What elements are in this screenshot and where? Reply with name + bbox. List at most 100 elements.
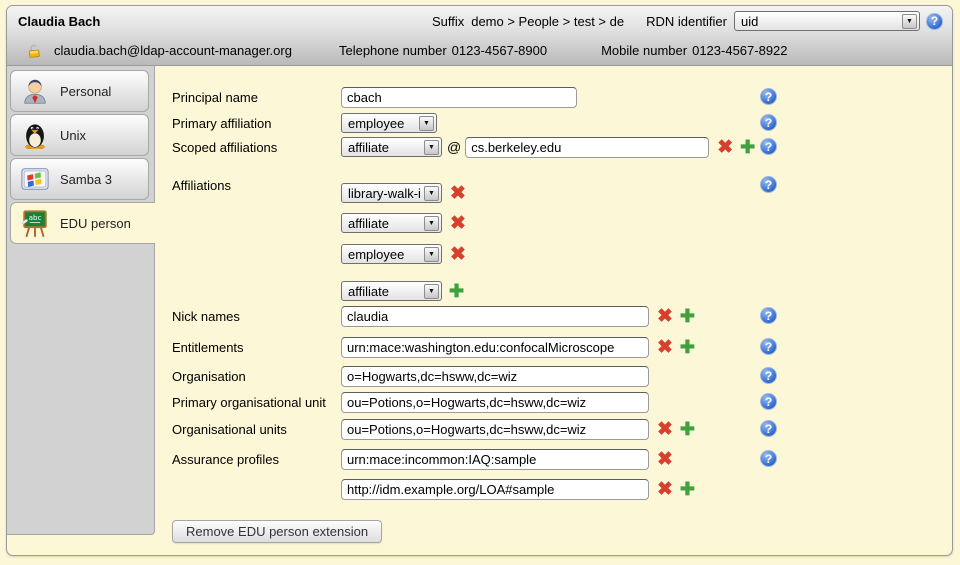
add-icon[interactable]: ✚ bbox=[740, 137, 756, 157]
primary-ou-input[interactable] bbox=[341, 392, 649, 413]
affiliations-row: Affiliations library-walk-in ▼ ✖ affilia… bbox=[172, 175, 802, 302]
remove-icon[interactable]: ✖ bbox=[717, 137, 734, 158]
tab-label: EDU person bbox=[60, 215, 131, 231]
rdn-identifier-label: RDN identifier bbox=[646, 13, 727, 29]
tab-label: Unix bbox=[60, 127, 87, 143]
help-icon[interactable]: ? bbox=[760, 367, 777, 384]
remove-edu-person-extension-button[interactable]: Remove EDU person extension bbox=[172, 520, 383, 543]
page-title: Claudia Bach bbox=[18, 13, 101, 29]
add-icon[interactable]: ✚ bbox=[679, 479, 696, 499]
telephone-number: Telephone number 0123-4567-8900 bbox=[338, 43, 548, 58]
field-label: Primary organisational unit bbox=[172, 395, 326, 410]
remove-icon[interactable]: ✖ bbox=[450, 213, 466, 234]
remove-icon[interactable]: ✖ bbox=[450, 183, 466, 204]
remove-icon[interactable]: ✖ bbox=[657, 449, 673, 470]
tab-edu-person[interactable]: abc EDU person bbox=[10, 202, 155, 244]
chevron-down-icon: ▼ bbox=[424, 215, 439, 231]
organisation-input[interactable] bbox=[341, 366, 649, 387]
tab-personal[interactable]: Personal bbox=[10, 70, 149, 112]
affiliation-item: employee ▼ ✖ bbox=[341, 244, 466, 265]
tux-penguin-icon bbox=[19, 120, 51, 150]
suffix-label: Suffix bbox=[431, 13, 465, 29]
help-icon[interactable]: ? bbox=[760, 450, 777, 467]
primary-ou-row: Primary organisational unit ? bbox=[172, 392, 802, 413]
chevron-down-icon: ▼ bbox=[424, 139, 439, 155]
chevron-down-icon: ▼ bbox=[902, 13, 917, 29]
field-label: Primary affiliation bbox=[172, 116, 272, 131]
help-icon[interactable]: ? bbox=[760, 176, 777, 193]
rdn-identifier-select[interactable]: uid ▼ bbox=[734, 11, 920, 31]
mobile-number: Mobile number 0123-4567-8922 bbox=[601, 43, 788, 58]
sidebar: Personal Unix bbox=[7, 66, 155, 535]
field-label: Organisational units bbox=[172, 422, 287, 437]
suffix-breadcrumb: demo > People > test > de bbox=[471, 13, 625, 29]
header-row-1: Claudia Bach Suffix demo > People > test… bbox=[7, 6, 952, 36]
remove-icon[interactable]: ✖ bbox=[450, 244, 466, 265]
svg-text:abc: abc bbox=[29, 213, 42, 222]
edu-person-panel: Principal name ? Primary affiliation emp… bbox=[156, 66, 952, 555]
help-icon[interactable]: ? bbox=[760, 138, 777, 155]
chalkboard-icon: abc bbox=[19, 208, 51, 238]
organisational-units-input[interactable] bbox=[341, 419, 649, 440]
spacer bbox=[172, 479, 341, 482]
assurance-profiles-row-2: ✖ ✚ bbox=[172, 479, 802, 500]
account-header: Claudia Bach Suffix demo > People > test… bbox=[7, 6, 952, 66]
field-label: Organisation bbox=[172, 369, 246, 384]
chevron-down-icon: ▼ bbox=[424, 185, 439, 201]
tab-label: Personal bbox=[60, 83, 112, 99]
tab-samba3[interactable]: Samba 3 bbox=[10, 158, 149, 200]
help-icon[interactable]: ? bbox=[760, 307, 777, 324]
help-icon[interactable]: ? bbox=[760, 338, 777, 355]
affiliation-new-select[interactable]: affiliate ▼ bbox=[341, 281, 442, 301]
primary-affiliation-select[interactable]: employee ▼ bbox=[341, 113, 437, 133]
affiliation-select[interactable]: employee ▼ bbox=[341, 244, 442, 264]
organisational-units-row: Organisational units ✖ ✚ ? bbox=[172, 419, 802, 440]
organisation-row: Organisation ? bbox=[172, 366, 802, 387]
chevron-down-icon: ▼ bbox=[424, 283, 439, 299]
affiliation-select[interactable]: affiliate ▼ bbox=[341, 213, 442, 233]
help-icon[interactable]: ? bbox=[760, 114, 777, 131]
header-row-2: claudia.bach@ldap-account-manager.org Te… bbox=[7, 36, 952, 65]
nick-names-row: Nick names ✖ ✚ ? bbox=[172, 306, 802, 327]
affiliation-item: library-walk-in ▼ ✖ bbox=[341, 183, 466, 204]
account-email: claudia.bach@ldap-account-manager.org bbox=[54, 43, 292, 58]
scoped-affiliation-select[interactable]: affiliate ▼ bbox=[341, 137, 442, 157]
affiliations-list: library-walk-in ▼ ✖ affiliate ▼ ✖ bbox=[341, 183, 466, 302]
assurance-profile-input-1[interactable] bbox=[341, 449, 649, 470]
help-icon[interactable]: ? bbox=[760, 88, 777, 105]
person-icon bbox=[19, 76, 51, 106]
remove-icon[interactable]: ✖ bbox=[657, 337, 673, 358]
remove-icon[interactable]: ✖ bbox=[657, 306, 673, 327]
add-icon[interactable]: ✚ bbox=[679, 306, 696, 326]
remove-icon[interactable]: ✖ bbox=[657, 419, 673, 440]
entitlements-input[interactable] bbox=[341, 337, 649, 358]
help-icon[interactable]: ? bbox=[926, 12, 943, 30]
affiliation-new-item: affiliate ▼ ✚ bbox=[341, 281, 466, 302]
field-label: Nick names bbox=[172, 309, 240, 324]
help-icon[interactable]: ? bbox=[760, 420, 777, 437]
content-area: Personal Unix bbox=[7, 66, 952, 555]
help-icon[interactable]: ? bbox=[760, 393, 777, 410]
tab-label: Samba 3 bbox=[60, 171, 113, 187]
add-icon[interactable]: ✚ bbox=[679, 419, 696, 439]
add-icon[interactable]: ✚ bbox=[679, 337, 696, 357]
windows-logo-icon bbox=[19, 164, 51, 194]
affiliation-select[interactable]: library-walk-in ▼ bbox=[341, 183, 442, 203]
principal-name-row: Principal name ? bbox=[172, 87, 802, 108]
account-edit-window: Claudia Bach Suffix demo > People > test… bbox=[6, 5, 953, 556]
unlock-icon bbox=[26, 43, 43, 59]
assurance-profile-input-2[interactable] bbox=[341, 479, 649, 500]
scoped-affiliation-domain-input[interactable] bbox=[465, 137, 710, 158]
actions-row: Remove EDU person extension bbox=[172, 520, 802, 543]
primary-affiliation-row: Primary affiliation employee ▼ ? bbox=[172, 113, 802, 133]
add-icon[interactable]: ✚ bbox=[449, 281, 465, 301]
chevron-down-icon: ▼ bbox=[424, 246, 439, 262]
field-label: Entitlements bbox=[172, 340, 244, 355]
principal-name-input[interactable] bbox=[341, 87, 577, 108]
assurance-profiles-row: Assurance profiles ✖ ? bbox=[172, 449, 802, 470]
remove-icon[interactable]: ✖ bbox=[657, 479, 673, 500]
nick-names-input[interactable] bbox=[341, 306, 649, 327]
field-label: Scoped affiliations bbox=[172, 140, 278, 155]
at-sign: @ bbox=[447, 139, 462, 155]
tab-unix[interactable]: Unix bbox=[10, 114, 149, 156]
